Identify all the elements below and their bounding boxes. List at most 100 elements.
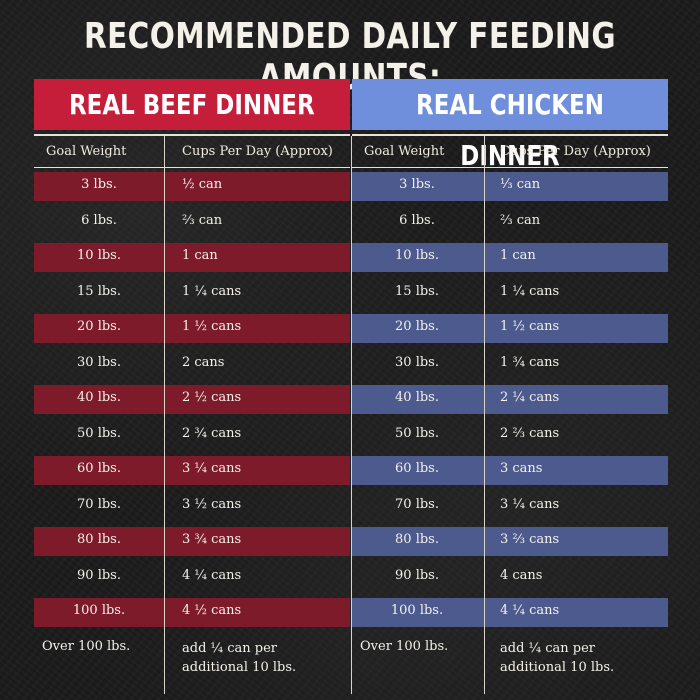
table-row: 60 lbs. 3 ¼ cans (34, 452, 350, 488)
goal-weight-cell: 3 lbs. (81, 177, 117, 192)
goal-weight-cell: Over 100 lbs. (42, 638, 131, 654)
goal-weight-cell: 30 lbs. (395, 354, 439, 370)
goal-weight-cell: 80 lbs. (77, 532, 121, 547)
cups-per-day-cell: ⅔ can (182, 212, 223, 228)
column-headers: Goal Weight Cups Per Day (Approx) (352, 136, 668, 167)
table-row: 60 lbs. 3 cans (352, 452, 668, 488)
table-row: 40 lbs. 2 ¼ cans (352, 381, 668, 417)
cups-per-day-cell: 3 ⅔ cans (500, 532, 560, 547)
cups-per-day-cell: 2 ½ cans (182, 390, 242, 405)
chicken-header-label: REAL CHICKEN DINNER (416, 88, 604, 172)
goal-weight-cell: 100 lbs. (72, 603, 126, 618)
goal-weight-cell: 10 lbs. (77, 248, 121, 263)
goal-weight-cell: 10 lbs. (395, 248, 439, 263)
cups-per-day-cell: 3 cans (500, 461, 543, 476)
cups-per-day-cell: 3 ¼ cans (500, 496, 560, 512)
goal-weight-cell: 15 lbs. (395, 283, 439, 299)
goal-weight-cell: 3 lbs. (399, 177, 435, 192)
cups-per-day-cell: 2 ¼ cans (500, 390, 560, 405)
cups-per-day-header: Cups Per Day (Approx) (500, 144, 651, 159)
goal-weight-cell: Over 100 lbs. (360, 638, 449, 654)
cups-per-day-cell: ⅓ can (500, 177, 541, 192)
column-divider (484, 136, 485, 694)
goal-weight-cell: 80 lbs. (395, 532, 439, 547)
chicken-panel: REAL CHICKEN DINNER Goal Weight Cups Per… (352, 79, 668, 690)
goal-weight-cell: 100 lbs. (390, 603, 444, 618)
header-rule (352, 134, 668, 136)
cups-per-day-cell: ⅔ can (500, 212, 541, 228)
panel-divider (351, 136, 352, 694)
cups-per-day-cell: add ¼ can per additional 10 lbs. (500, 640, 615, 675)
beef-header-label: REAL BEEF DINNER (69, 88, 315, 121)
cups-per-day-cell: 4 ¼ cans (500, 603, 560, 618)
beef-panel: REAL BEEF DINNER Goal Weight Cups Per Da… (34, 79, 350, 690)
table-row: 6 lbs. ⅔ can (352, 204, 668, 240)
goal-weight-cell: 40 lbs. (77, 390, 121, 405)
cups-per-day-cell: 3 ¾ cans (182, 532, 242, 547)
goal-weight-cell: 90 lbs. (77, 567, 121, 583)
column-divider (164, 136, 165, 694)
goal-weight-cell: 50 lbs. (77, 425, 121, 441)
goal-weight-cell: 60 lbs. (395, 461, 439, 476)
header-rule (34, 134, 350, 136)
cups-per-day-cell: 1 ¾ cans (500, 354, 560, 370)
table-row: 50 lbs. 2 ⅔ cans (352, 417, 668, 453)
cups-per-day-cell: add ¼ can per additional 10 lbs. (182, 640, 297, 675)
cups-per-day-cell: 1 ¼ cans (500, 283, 560, 299)
table-row: 6 lbs. ⅔ can (34, 204, 350, 240)
cups-per-day-cell: ½ can (182, 177, 223, 192)
table-row: 10 lbs. 1 can (34, 239, 350, 275)
cups-per-day-cell: 4 ¼ cans (182, 567, 242, 583)
goal-weight-cell: 30 lbs. (77, 354, 121, 370)
table-row: 15 lbs. 1 ¼ cans (34, 275, 350, 311)
cups-per-day-cell: 1 ¼ cans (182, 283, 242, 299)
table-row: 10 lbs. 1 can (352, 239, 668, 275)
table-row: 20 lbs. 1 ½ cans (352, 310, 668, 346)
goal-weight-cell: 20 lbs. (395, 319, 439, 334)
column-header-rule (34, 167, 350, 168)
column-header-rule (352, 167, 668, 168)
page-title: RECOMMENDED DAILY FEEDING AMOUNTS: (83, 16, 617, 98)
table-row: 20 lbs. 1 ½ cans (34, 310, 350, 346)
table-row: 70 lbs. 3 ½ cans (34, 488, 350, 524)
goal-weight-cell: 20 lbs. (77, 319, 121, 334)
table-row: Over 100 lbs. add ¼ can per additional 10… (352, 630, 668, 690)
goal-weight-cell: 15 lbs. (77, 283, 121, 299)
cups-per-day-header: Cups Per Day (Approx) (182, 144, 333, 159)
goal-weight-cell: 70 lbs. (395, 496, 439, 512)
cups-per-day-cell: 4 cans (500, 567, 543, 583)
table-row: 30 lbs. 1 ¾ cans (352, 346, 668, 382)
goal-weight-cell: 6 lbs. (399, 212, 435, 228)
cups-per-day-cell: 2 ⅔ cans (500, 425, 560, 441)
goal-weight-cell: 90 lbs. (395, 567, 439, 583)
table-row: 80 lbs. 3 ⅔ cans (352, 523, 668, 559)
beef-header: REAL BEEF DINNER (34, 79, 350, 130)
table-row: 90 lbs. 4 ¼ cans (34, 559, 350, 595)
table-row: 3 lbs. ½ can (34, 168, 350, 204)
cups-per-day-cell: 1 can (182, 248, 218, 263)
goal-weight-cell: 50 lbs. (395, 425, 439, 441)
goal-weight-header: Goal Weight (364, 144, 445, 159)
goal-weight-header: Goal Weight (46, 144, 127, 159)
cups-per-day-cell: 4 ½ cans (182, 603, 242, 618)
cups-per-day-cell: 1 can (500, 248, 536, 263)
chicken-rows: 3 lbs. ⅓ can 6 lbs. ⅔ can 10 lbs. 1 can 15 lbs… (352, 168, 668, 690)
column-headers: Goal Weight Cups Per Day (Approx) (34, 136, 350, 167)
table-row: 15 lbs. 1 ¼ cans (352, 275, 668, 311)
beef-rows: 3 lbs. ½ can 6 lbs. ⅔ can 10 lbs. 1 can 15 lbs… (34, 168, 350, 690)
table-row: Over 100 lbs. add ¼ can per additional 10… (34, 630, 350, 690)
table-row: 100 lbs. 4 ½ cans (34, 594, 350, 630)
goal-weight-cell: 60 lbs. (77, 461, 121, 476)
goal-weight-cell: 40 lbs. (395, 390, 439, 405)
table-row: 90 lbs. 4 cans (352, 559, 668, 595)
table-row: 70 lbs. 3 ¼ cans (352, 488, 668, 524)
goal-weight-cell: 6 lbs. (81, 212, 117, 228)
table-row: 3 lbs. ⅓ can (352, 168, 668, 204)
cups-per-day-cell: 2 cans (182, 354, 225, 370)
cups-per-day-cell: 1 ½ cans (500, 319, 560, 334)
cups-per-day-cell: 1 ½ cans (182, 319, 242, 334)
cups-per-day-cell: 3 ½ cans (182, 496, 242, 512)
table-row: 50 lbs. 2 ¾ cans (34, 417, 350, 453)
goal-weight-cell: 70 lbs. (77, 496, 121, 512)
chicken-header: REAL CHICKEN DINNER (352, 79, 668, 172)
